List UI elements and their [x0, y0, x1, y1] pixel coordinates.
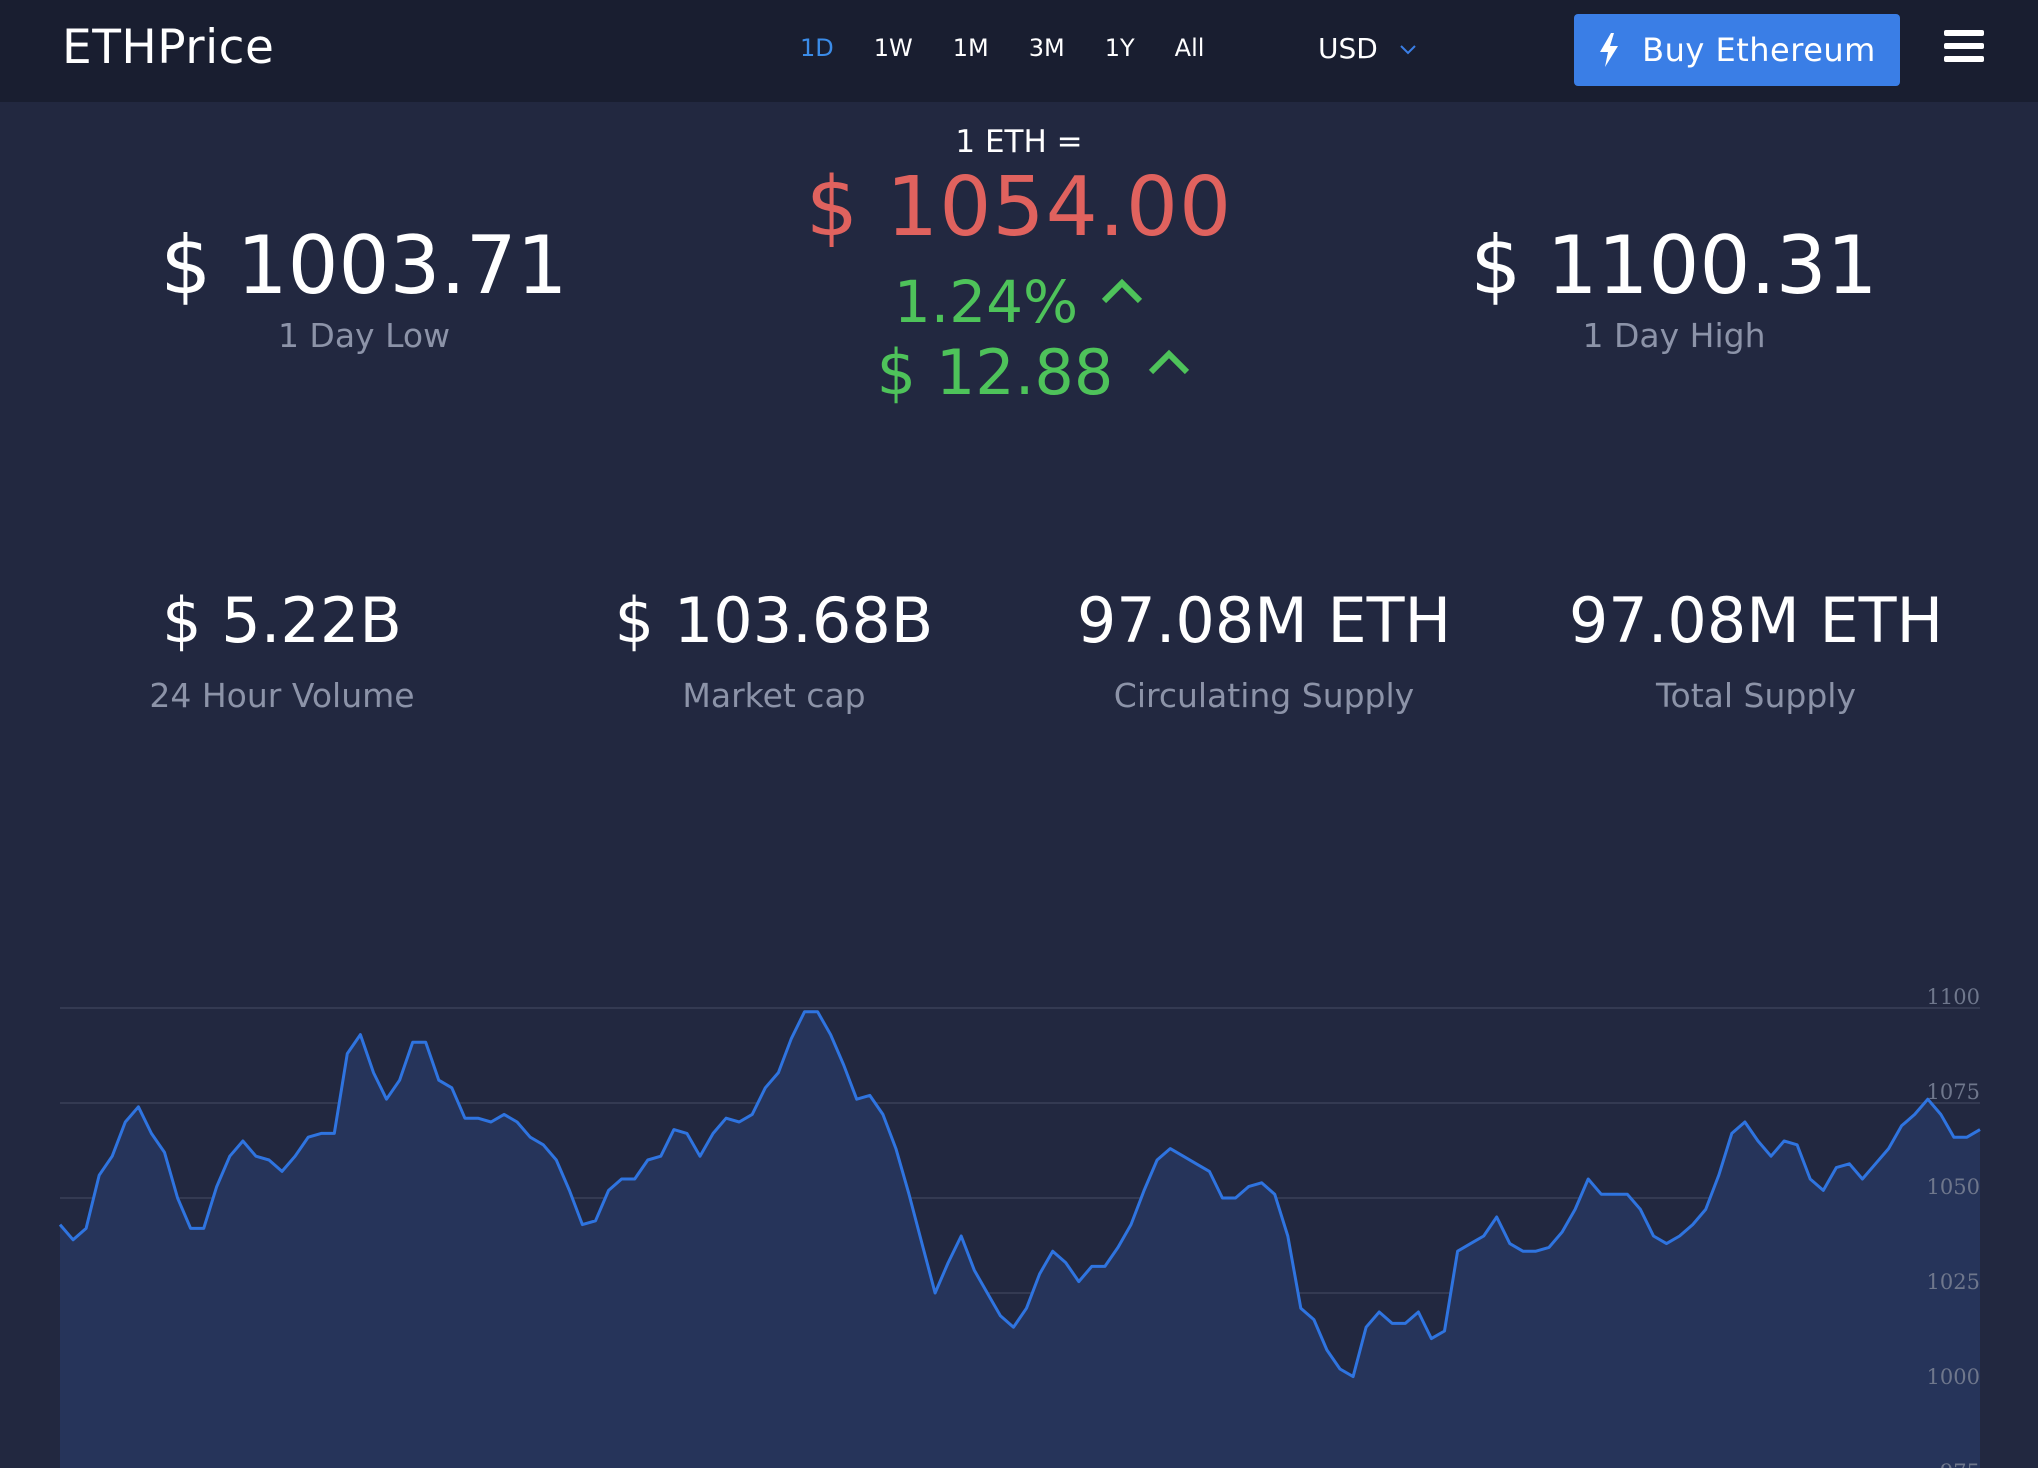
y-tick-label: 1050 [1927, 1175, 1980, 1199]
range-1m[interactable]: 1M [952, 34, 989, 62]
current-price: $ 1054.00 [805, 160, 1233, 255]
stat-total-supply: 97.08M ETH Total Supply [1516, 584, 1996, 715]
y-tick-label: 975 [1940, 1460, 1980, 1468]
range-1y[interactable]: 1Y [1104, 34, 1135, 62]
brand-logo[interactable]: ETHPrice [62, 20, 275, 75]
top-navbar: ETHPrice 1D 1W 1M 3M 1Y All USD Buy Ethe… [0, 0, 2038, 102]
stat-volume: $ 5.22B 24 Hour Volume [42, 584, 522, 715]
stat-label: Circulating Supply [1113, 676, 1415, 715]
day-high-label: 1 Day High [1582, 316, 1766, 355]
eth-equals-label: 1 ETH = [955, 124, 1083, 160]
price-chart-svg: 1100 1075 1050 1025 1000 975 [58, 985, 1981, 1468]
stat-value: 97.08M ETH [1568, 584, 1944, 657]
y-tick-label: 1000 [1927, 1365, 1980, 1389]
stat-label: 24 Hour Volume [149, 676, 415, 715]
day-high-value: $ 1100.31 [1470, 219, 1878, 312]
range-1w[interactable]: 1W [873, 34, 913, 62]
arrow-up-icon [1102, 278, 1143, 304]
stat-value: $ 5.22B [162, 584, 402, 657]
range-all[interactable]: All [1174, 34, 1205, 62]
stat-label: Total Supply [1655, 676, 1856, 715]
buy-ethereum-button[interactable]: Buy Ethereum [1574, 14, 1900, 86]
lightning-icon [1600, 33, 1619, 67]
stat-circulating-supply: 97.08M ETH Circulating Supply [1024, 584, 1504, 715]
currency-select[interactable]: USD [1318, 32, 1418, 65]
y-tick-label: 1025 [1927, 1270, 1980, 1294]
stat-label: Market cap [682, 676, 866, 715]
change-absolute-row: $ 12.88 [0, 336, 2038, 409]
stat-value: 97.08M ETH [1076, 584, 1452, 657]
change-absolute: $ 12.88 [876, 336, 1114, 409]
currency-label: USD [1318, 32, 1378, 65]
buy-ethereum-label: Buy Ethereum [1642, 31, 1876, 69]
day-high-stat: $ 1100.31 1 Day High [1434, 218, 1914, 355]
change-percent-row: 1.24% [0, 268, 2038, 336]
day-low-value: $ 1003.71 [160, 219, 568, 312]
range-1d[interactable]: 1D [800, 34, 834, 62]
change-percent: 1.24% [893, 268, 1079, 336]
day-low-stat: $ 1003.71 1 Day Low [124, 218, 604, 355]
range-3m[interactable]: 3M [1028, 34, 1065, 62]
y-tick-label: 1075 [1927, 1080, 1980, 1104]
time-range-selector: 1D 1W 1M 3M 1Y All [800, 34, 1244, 62]
stat-market-cap: $ 103.68B Market cap [534, 584, 1014, 715]
price-chart[interactable]: 1100 1075 1050 1025 1000 975 [0, 960, 2038, 1468]
stat-value: $ 103.68B [614, 584, 934, 657]
price-line [58, 1010, 1981, 1379]
day-low-label: 1 Day Low [277, 316, 451, 355]
y-tick-label: 1100 [1927, 985, 1980, 1009]
arrow-up-icon [1149, 349, 1190, 374]
hamburger-menu-icon[interactable] [1944, 30, 1984, 64]
price-area-fill [60, 1011, 1980, 1468]
chevron-down-icon [1400, 44, 1416, 54]
